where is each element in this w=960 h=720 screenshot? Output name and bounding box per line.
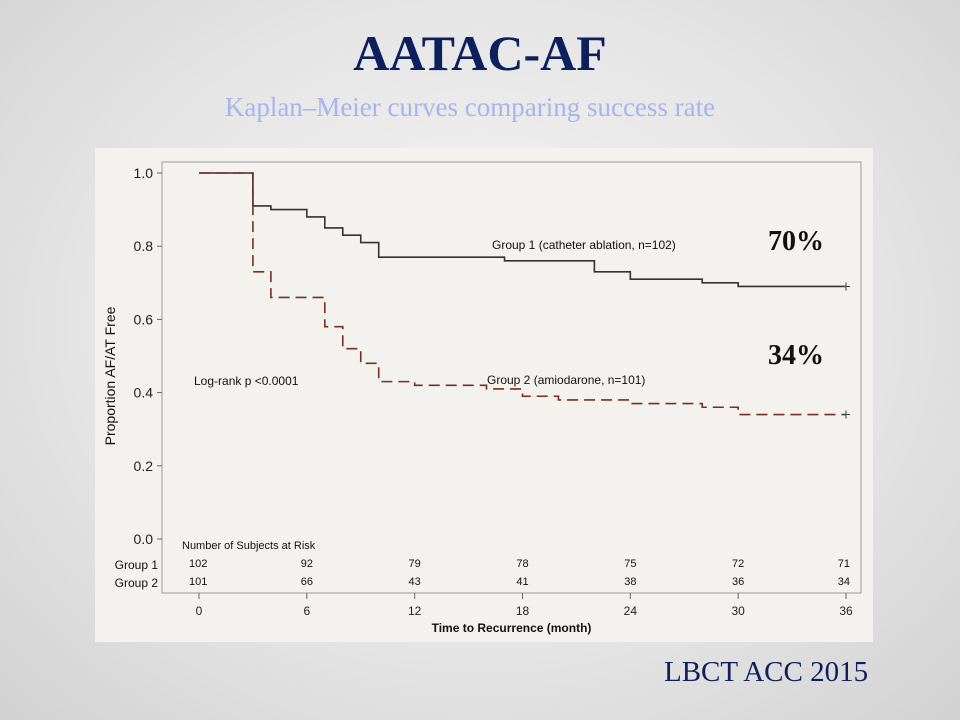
y-tick-label: 0.2 (134, 458, 154, 474)
risk-cell: 36 (732, 576, 744, 588)
risk-cell: 71 (838, 558, 850, 570)
km-chart: 0.0 0.2 0.4 0.6 0.8 1.0 0 6 12 18 24 30 36 Time to Re… (102, 161, 862, 635)
risk-cell: 41 (516, 576, 528, 588)
censor-mark-group-2 (842, 410, 850, 419)
y-axis-title: Proportion AF/AT Free (102, 306, 118, 445)
risk-cell: 78 (516, 558, 528, 570)
km-line-group-1 (199, 172, 846, 288)
chart-series (199, 172, 850, 419)
slide-title: AATAC-AF (353, 25, 607, 81)
x-tick-label: 30 (731, 604, 745, 618)
km-chart-panel: 0.0 0.2 0.4 0.6 0.8 1.0 0 6 12 18 24 30 36 Time to Re… (95, 148, 873, 642)
x-tick-label: 6 (303, 604, 310, 618)
plot-frame (161, 161, 862, 594)
risk-cell: 34 (838, 576, 850, 588)
censor-mark-group-1 (842, 282, 850, 291)
risk-cell: 79 (409, 558, 421, 570)
y-tick-label: 0.6 (134, 311, 154, 327)
y-tick-label: 0.0 (134, 531, 154, 547)
group2-percent-label: 34% (768, 340, 824, 371)
risk-row-label: Group 1 (115, 558, 159, 572)
risk-cell: 75 (624, 558, 636, 570)
x-tick-label: 18 (516, 604, 530, 618)
slide-subtitle: Kaplan–Meier curves comparing success ra… (224, 92, 716, 122)
risk-row-label: Group 2 (115, 576, 159, 590)
risk-cell: 92 (301, 558, 313, 570)
risk-cell: 102 (189, 558, 207, 570)
x-axis-title: Time to Recurrence (month) (432, 621, 592, 635)
x-tick-label: 24 (624, 604, 638, 618)
y-tick-label: 0.8 (134, 238, 154, 254)
risk-table-title: Number of Subjects at Risk (182, 540, 316, 552)
footer-note: LBCT ACC 2015 (664, 656, 869, 688)
y-tick-label: 0.4 (134, 385, 154, 401)
x-tick-label: 0 (196, 604, 203, 618)
risk-cell: 66 (301, 576, 313, 588)
x-tick-label: 12 (408, 604, 422, 618)
risk-cell: 72 (732, 558, 744, 570)
series-label-group-2: Group 2 (amiodarone, n=101) (487, 373, 645, 387)
risk-cell: 38 (624, 576, 636, 588)
series-label-group-1: Group 1 (catheter ablation, n=102) (492, 238, 676, 252)
group1-percent-label: 70% (768, 226, 824, 257)
y-tick-label: 1.0 (134, 165, 154, 181)
risk-cell: 43 (409, 576, 421, 588)
chart-axes (157, 161, 862, 599)
risk-cell: 101 (189, 576, 207, 588)
logrank-annotation: Log-rank p <0.0001 (194, 374, 299, 388)
km-line-group-2 (199, 172, 846, 416)
chart-labels: 0.0 0.2 0.4 0.6 0.8 1.0 0 6 12 18 24 30 36 Time to Re… (102, 165, 853, 635)
x-tick-label: 36 (839, 604, 853, 618)
